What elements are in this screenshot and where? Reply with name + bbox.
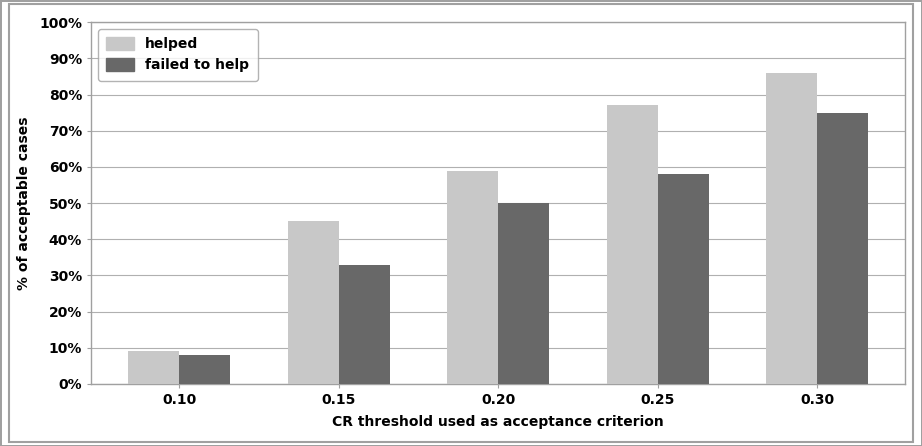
Bar [128, 351, 179, 384]
Bar [766, 73, 817, 384]
Bar [657, 174, 709, 384]
Bar [288, 221, 338, 384]
Legend: helped, failed to help: helped, failed to help [98, 29, 257, 81]
Bar [179, 355, 230, 384]
Bar [447, 170, 498, 384]
Bar [607, 105, 657, 384]
X-axis label: CR threshold used as acceptance criterion: CR threshold used as acceptance criterio… [332, 415, 664, 429]
Bar [817, 113, 869, 384]
Y-axis label: % of acceptable cases: % of acceptable cases [17, 116, 30, 290]
Bar [498, 203, 550, 384]
Bar [338, 264, 390, 384]
